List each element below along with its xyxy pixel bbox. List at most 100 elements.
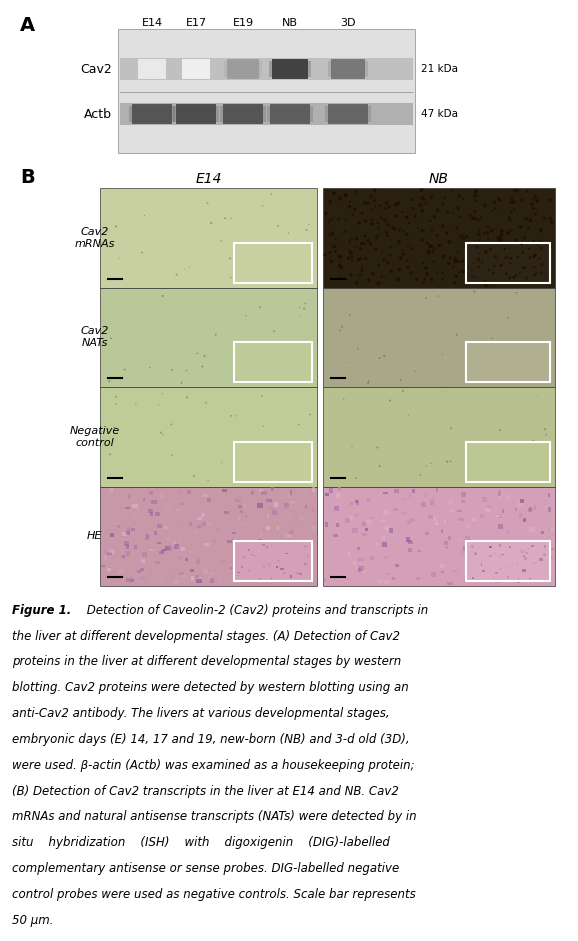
Point: [183, 390, 192, 405]
Point: [440, 190, 450, 205]
Bar: [544, 567, 546, 572]
Point: [532, 262, 541, 277]
Text: Actb: Actb: [84, 107, 112, 120]
Point: [438, 197, 447, 212]
Bar: [277, 526, 279, 530]
Point: [525, 241, 534, 256]
Point: [529, 248, 539, 263]
Point: [473, 251, 483, 266]
Bar: [533, 505, 536, 510]
Point: [379, 212, 388, 227]
Point: [438, 265, 447, 280]
Point: [495, 246, 504, 261]
Bar: [283, 506, 288, 510]
Point: [458, 263, 468, 279]
Bar: [118, 569, 123, 574]
Point: [422, 458, 431, 473]
Bar: [280, 568, 284, 569]
Bar: [523, 518, 526, 522]
Bar: [458, 539, 461, 543]
Bar: [202, 494, 208, 498]
Bar: [549, 527, 551, 531]
Bar: [271, 545, 273, 547]
Bar: [285, 576, 290, 580]
Bar: [408, 503, 412, 506]
Bar: [394, 489, 399, 493]
Bar: [386, 572, 390, 575]
Point: [511, 183, 520, 199]
Point: [526, 213, 535, 228]
Bar: [408, 542, 413, 544]
Point: [345, 244, 354, 259]
Point: [492, 355, 501, 370]
Bar: [271, 486, 275, 491]
Point: [336, 271, 345, 286]
Point: [518, 265, 527, 280]
Bar: [174, 544, 179, 549]
Point: [386, 263, 395, 279]
Point: [424, 244, 434, 259]
Point: [334, 248, 343, 263]
Bar: [523, 546, 527, 550]
Bar: [251, 536, 257, 539]
Point: [451, 269, 461, 284]
Text: Cav2
mRNAs: Cav2 mRNAs: [75, 227, 114, 248]
Point: [405, 215, 414, 231]
Point: [371, 242, 380, 257]
Bar: [529, 578, 531, 580]
Bar: [461, 492, 466, 497]
Bar: [266, 526, 270, 530]
Bar: [511, 565, 514, 566]
Bar: [528, 507, 532, 511]
Bar: [140, 577, 146, 580]
Bar: [349, 504, 355, 507]
Bar: [247, 543, 249, 545]
Bar: [266, 547, 268, 549]
Point: [487, 330, 497, 345]
Point: [368, 266, 377, 281]
Text: E14: E14: [195, 172, 222, 186]
Point: [172, 267, 181, 282]
Bar: [168, 549, 172, 550]
Bar: [220, 106, 266, 122]
Point: [541, 242, 550, 257]
Point: [375, 258, 384, 273]
Bar: [197, 518, 202, 520]
Point: [540, 211, 549, 226]
Text: 47 kDa: 47 kDa: [421, 109, 458, 119]
Point: [341, 223, 350, 238]
Point: [455, 230, 464, 245]
Point: [347, 439, 357, 455]
Bar: [181, 547, 184, 551]
Bar: [218, 494, 223, 496]
Bar: [218, 580, 223, 583]
Bar: [523, 555, 525, 557]
Bar: [454, 509, 457, 513]
Point: [443, 204, 452, 219]
Point: [386, 240, 395, 255]
Text: HE: HE: [87, 532, 102, 541]
Point: [492, 251, 502, 266]
Point: [398, 384, 407, 399]
Point: [402, 210, 412, 225]
Point: [407, 265, 416, 280]
Point: [416, 468, 425, 483]
Bar: [334, 534, 338, 537]
Point: [337, 260, 346, 275]
Point: [138, 245, 147, 260]
Point: [432, 228, 442, 243]
Bar: [440, 565, 444, 567]
Bar: [212, 539, 216, 543]
Bar: [179, 502, 184, 505]
Point: [346, 195, 355, 210]
Point: [413, 220, 423, 235]
Bar: [513, 576, 517, 579]
Point: [350, 201, 360, 216]
Bar: [287, 516, 292, 518]
Point: [386, 247, 395, 263]
Bar: [431, 572, 436, 577]
Point: [351, 240, 360, 255]
Point: [445, 234, 454, 249]
Bar: [366, 498, 370, 501]
Bar: [234, 541, 312, 581]
